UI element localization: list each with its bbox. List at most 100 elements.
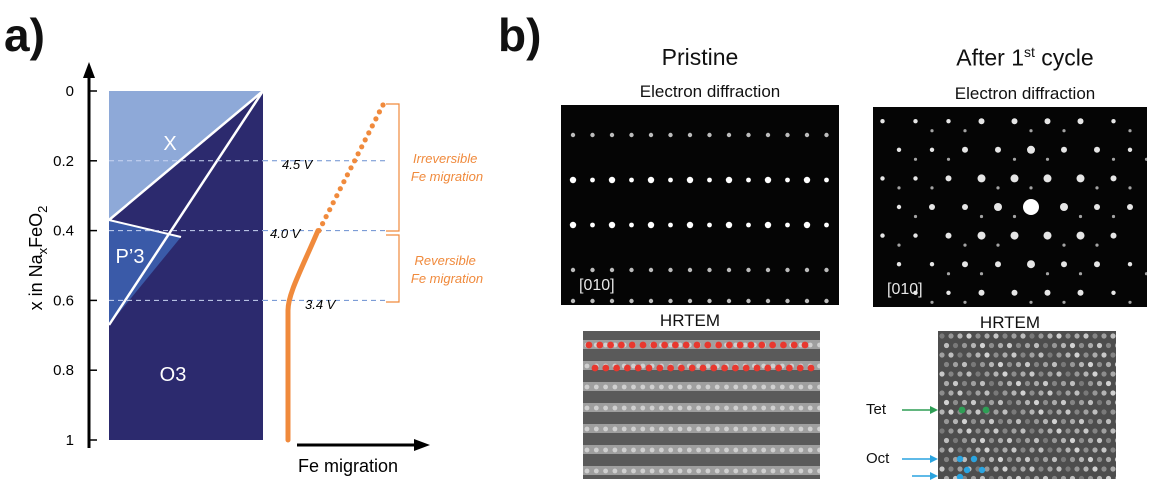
lattice-atom [1051, 361, 1058, 368]
diffraction-spot-weak [1128, 129, 1132, 133]
lattice-atom [779, 426, 785, 432]
lattice-atom [984, 352, 990, 358]
lattice-atom [1092, 428, 1098, 434]
lattice-atom [612, 384, 618, 390]
diffraction-spot [880, 119, 885, 124]
lattice-atom [668, 426, 674, 432]
phase-diagram-chart: 0 0.2 0.4 0.6 0.8 1 X P’3 O3 x in NaxFeO2 Fe … [26, 62, 483, 476]
red-marker-dot [591, 364, 599, 372]
x-axis-arrow [414, 439, 430, 451]
diffraction-spot [880, 176, 885, 181]
diffraction-spot [629, 222, 634, 228]
lattice-atom [939, 352, 945, 358]
red-marker-dot [650, 341, 658, 349]
lattice-atom [1110, 390, 1116, 396]
red-marker-dot [656, 364, 664, 372]
lattice-atom [1002, 390, 1008, 396]
lattice-atom [1083, 466, 1089, 472]
diffraction-spot [1111, 119, 1116, 124]
lattice-atom [988, 475, 995, 479]
voltage-label-4-5: 4.5 V [282, 157, 314, 172]
lattice-atom [789, 384, 794, 390]
lattice-atom [966, 333, 972, 339]
lattice-atom [1015, 418, 1022, 425]
lattice-atom [742, 447, 748, 453]
red-marker-dot [667, 364, 674, 372]
lattice-atom [1029, 466, 1035, 472]
lattice-atom [1105, 437, 1112, 444]
fe-migration-dot-10 [352, 158, 358, 164]
lattice-atom [1110, 409, 1116, 415]
diffraction-spot [609, 298, 615, 304]
lattice-atom [640, 447, 646, 453]
diffraction-spot [929, 204, 935, 210]
diffraction-spot [1044, 118, 1051, 125]
lattice-atom [640, 405, 646, 411]
lattice-atom [686, 405, 692, 411]
diffraction-spot [590, 298, 595, 304]
lattice-atom [997, 380, 1004, 387]
lattice-atom [659, 405, 664, 411]
diffraction-spot [1010, 174, 1019, 183]
lattice-atom [789, 405, 794, 411]
pristine-title: Pristine [661, 44, 739, 70]
diffraction-spot-weak [1012, 214, 1017, 219]
pristine-zone-axis: [010] [579, 277, 615, 294]
lattice-atom [984, 333, 990, 339]
diffraction-spot [896, 262, 902, 267]
diffraction-spot [687, 298, 693, 304]
lattice-atom [979, 380, 986, 387]
lattice-atom [1042, 380, 1049, 387]
y-axis-arrow [83, 62, 95, 78]
lattice-atom [1065, 352, 1071, 358]
lattice-atom [677, 468, 683, 474]
lattice-atom [798, 405, 804, 411]
lattice-atom [1042, 437, 1049, 444]
diffraction-spot [608, 221, 616, 229]
lattice-atom [686, 384, 692, 390]
red-marker-dot [764, 364, 772, 372]
red-marker-dot [758, 341, 766, 349]
lattice-atom [1020, 409, 1026, 415]
diffraction-spot-weak [1029, 129, 1033, 133]
lattice-atom [752, 405, 757, 411]
lattice-atom [761, 405, 767, 411]
lattice-atom [1114, 457, 1116, 462]
lattice-atom [1024, 475, 1031, 479]
diffraction-spot [668, 298, 673, 304]
tet-marker-dot [958, 406, 966, 414]
diffraction-spot [1094, 146, 1100, 153]
lattice-atom [979, 342, 986, 349]
lattice-atom [1110, 466, 1116, 472]
lattice-atom [817, 363, 820, 369]
lattice-atom [970, 342, 977, 349]
lattice-atom [1065, 466, 1071, 472]
red-marker-dot [634, 364, 642, 372]
lattice-atom [948, 409, 954, 415]
lattice-atom [957, 371, 963, 377]
lattice-atom [1074, 333, 1080, 339]
lattice-atom [779, 405, 785, 411]
lattice-atom [1065, 333, 1071, 339]
red-marker-dot [639, 341, 647, 349]
lattice-atom [714, 384, 720, 390]
lattice-atom [659, 468, 664, 474]
red-marker-dot [672, 341, 679, 349]
lattice-atom [1114, 419, 1116, 424]
lattice-atom [997, 399, 1004, 406]
diffraction-spot [785, 267, 790, 273]
diffraction-spot [725, 176, 733, 184]
lattice-atom [770, 447, 776, 453]
lattice-atom [957, 333, 963, 339]
diffraction-spot [1060, 203, 1068, 211]
lattice-atom [621, 405, 627, 411]
lattice-atom [659, 447, 664, 453]
bracket-irreversible [386, 103, 400, 232]
lattice-atom [1002, 409, 1008, 415]
diffraction-spot-weak [996, 243, 1000, 247]
diffraction-spot [785, 177, 790, 183]
diffraction-spot-weak [1095, 186, 1099, 190]
diffraction-spot [707, 132, 712, 138]
lattice-atom [742, 342, 748, 348]
diffraction-spot-weak [1128, 300, 1132, 304]
